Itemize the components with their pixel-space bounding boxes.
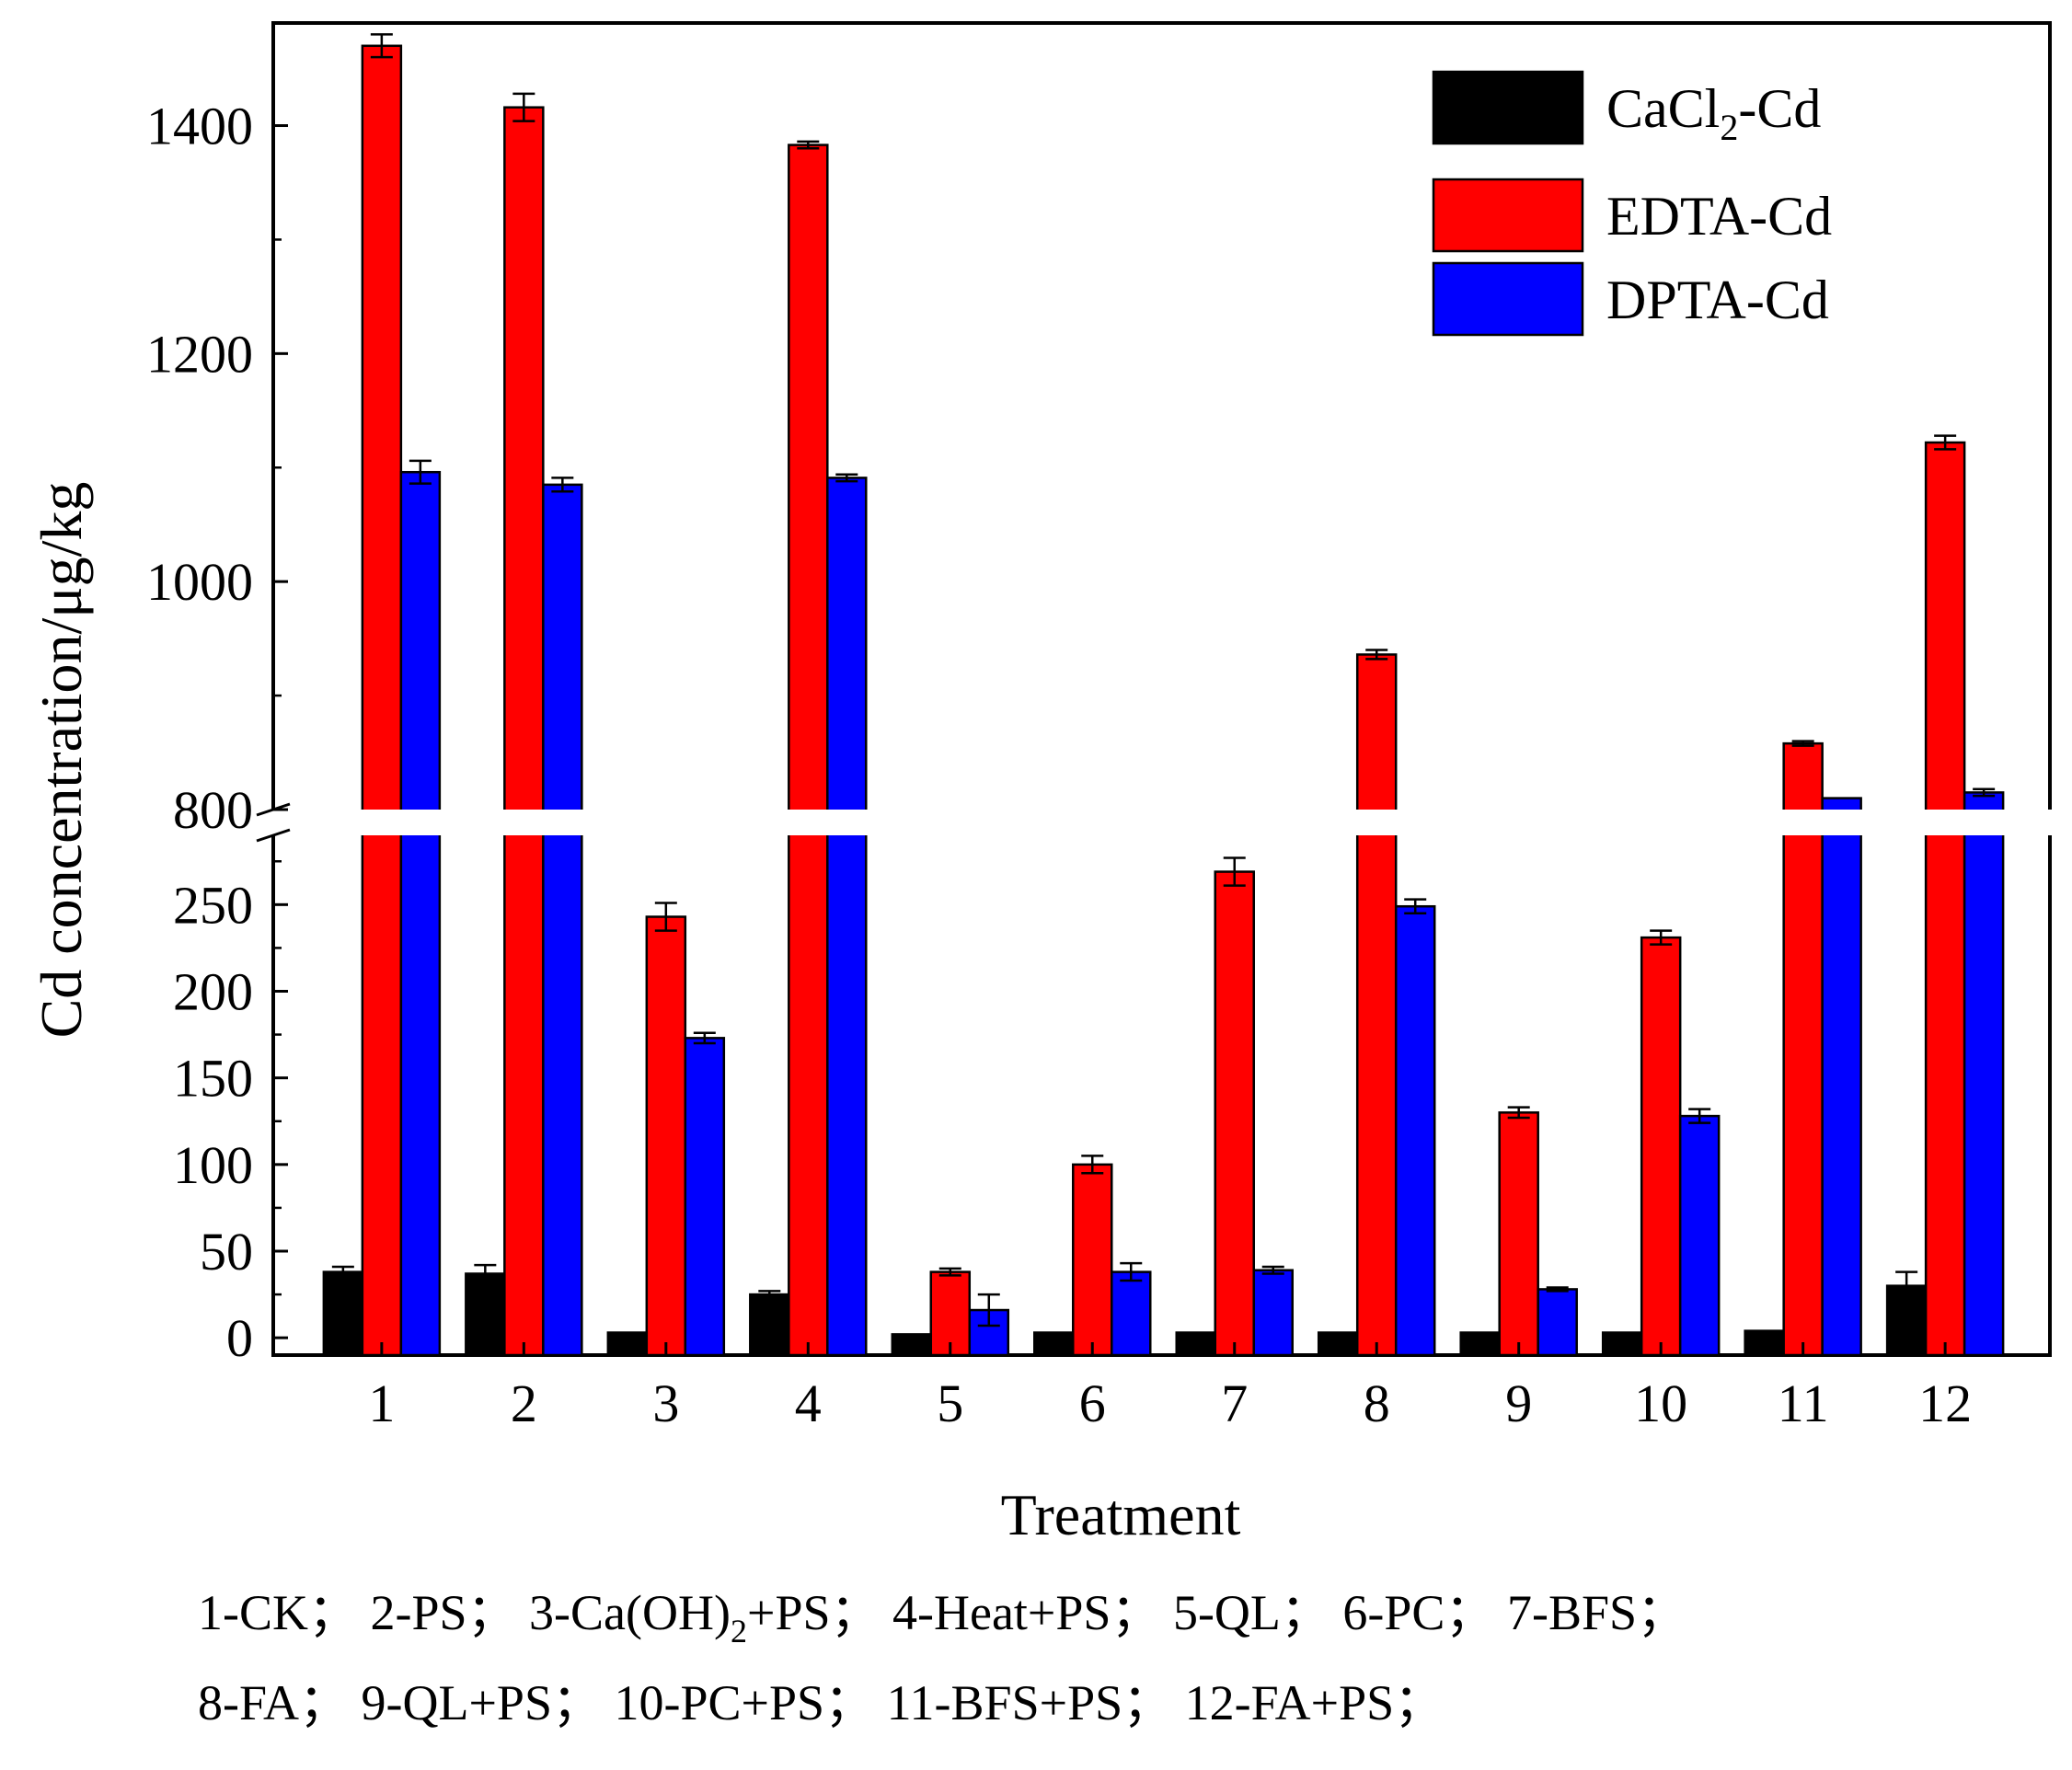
- treatment-key: 1-CK； 2-PS； 3-Ca(OH)2+PS； 4-Heat+PS； 5-Q…: [198, 1585, 1686, 1730]
- bar-cacl2-cd-8: [1317, 1331, 1359, 1357]
- y-tick-label-1400: 1400: [146, 97, 253, 156]
- bar-cacl2-cd-6: [1033, 1331, 1075, 1357]
- y-tick-label-50: 50: [200, 1222, 253, 1282]
- bar-dpta-cd-9: [1537, 1288, 1578, 1357]
- x-tick-label-4: 4: [795, 1373, 822, 1433]
- bar-cacl2-cd-3: [606, 1331, 649, 1357]
- x-axis-label: Treatment: [1001, 1482, 1241, 1547]
- legend-swatch-cacl2-cd: [1432, 70, 1584, 145]
- y-tick-label-800: 800: [173, 780, 253, 840]
- plot-area: 1 2 3 4 5 6 7 8 9 10 11 120501001502002508001000120…: [146, 21, 2053, 1433]
- bar-edta-cd-4: [788, 144, 829, 1357]
- y-tick-label-150: 150: [173, 1049, 253, 1109]
- y-tick-label-1200: 1200: [146, 324, 253, 384]
- x-tick-label-5: 5: [937, 1373, 963, 1433]
- x-tick-label-12: 12: [1918, 1373, 1972, 1433]
- bar-dpta-cd-6: [1111, 1270, 1152, 1357]
- legend-label-dpta-cd: DPTA-Cd: [1606, 270, 1829, 330]
- bar-edta-cd-12: [1924, 441, 1966, 1357]
- x-tick-label-2: 2: [511, 1373, 537, 1433]
- treatment-key-line-1: 1-CK； 2-PS； 3-Ca(OH)2+PS； 4-Heat+PS； 5-Q…: [198, 1585, 1686, 1649]
- x-tick-label-8: 8: [1364, 1373, 1390, 1433]
- legend: CaCl2-Cd EDTA-Cd DPTA-Cd: [1432, 70, 1832, 337]
- bar-dpta-cd-11: [1821, 797, 1862, 1357]
- bar-cacl2-cd-5: [891, 1333, 933, 1357]
- axis-break-gap: [271, 810, 2053, 835]
- bar-cacl2-cd-10: [1601, 1331, 1643, 1357]
- bar-edta-cd-1: [361, 44, 403, 1357]
- legend-swatch-edta-cd: [1432, 178, 1584, 253]
- bar-dpta-cd-3: [684, 1037, 726, 1357]
- bar-dpta-cd-12: [1963, 791, 2005, 1357]
- axis-break-mark-bottom: [256, 828, 291, 843]
- y-tick-label-250: 250: [173, 875, 253, 935]
- y-axis-label: Cd concentration/μg/kg: [29, 482, 94, 1039]
- treatment-key-line-2: 8-FA； 9-QL+PS； 10-PC+PS； 11-BFS+PS； 12-F…: [198, 1675, 1444, 1730]
- bar-cacl2-cd-2: [465, 1272, 506, 1357]
- bar-edta-cd-6: [1072, 1163, 1113, 1357]
- bar-edta-cd-10: [1640, 936, 1682, 1357]
- y-tick-label-100: 100: [173, 1135, 253, 1195]
- bar-dpta-cd-7: [1252, 1269, 1294, 1357]
- bar-edta-cd-2: [503, 106, 545, 1357]
- x-tick-label-10: 10: [1634, 1373, 1687, 1433]
- y-tick-label-1000: 1000: [146, 552, 253, 612]
- legend-swatch-dpta-cd: [1432, 261, 1584, 337]
- bar-cacl2-cd-9: [1459, 1331, 1501, 1357]
- bar-dpta-cd-2: [542, 483, 583, 1357]
- plot-frame: [271, 21, 2052, 1357]
- x-tick-label-3: 3: [652, 1373, 679, 1433]
- bar-cacl2-cd-4: [749, 1293, 790, 1357]
- bar-edta-cd-7: [1214, 870, 1255, 1357]
- x-tick-label-7: 7: [1221, 1373, 1248, 1433]
- bar-edta-cd-9: [1498, 1111, 1539, 1357]
- bar-cacl2-cd-1: [322, 1270, 364, 1357]
- legend-label-cacl2-cd: CaCl2-Cd: [1606, 78, 1821, 148]
- y-tick-label-200: 200: [173, 962, 253, 1022]
- x-tick-label-1: 1: [368, 1373, 395, 1433]
- x-tick-label-9: 9: [1505, 1373, 1532, 1433]
- x-tick-label-6: 6: [1079, 1373, 1106, 1433]
- bar-edta-cd-3: [645, 915, 687, 1357]
- bar-cacl2-cd-11: [1744, 1329, 1785, 1357]
- bar-edta-cd-8: [1355, 653, 1398, 1357]
- legend-label-edta-cd: EDTA-Cd: [1606, 186, 1832, 247]
- bar-cacl2-cd-7: [1175, 1331, 1216, 1357]
- bar-dpta-cd-1: [399, 470, 442, 1357]
- bar-dpta-cd-4: [826, 477, 868, 1357]
- y-tick-label-0: 0: [226, 1308, 253, 1368]
- bar-dpta-cd-8: [1394, 904, 1436, 1357]
- bar-dpta-cd-10: [1678, 1114, 1721, 1357]
- x-tick-label-11: 11: [1778, 1373, 1829, 1433]
